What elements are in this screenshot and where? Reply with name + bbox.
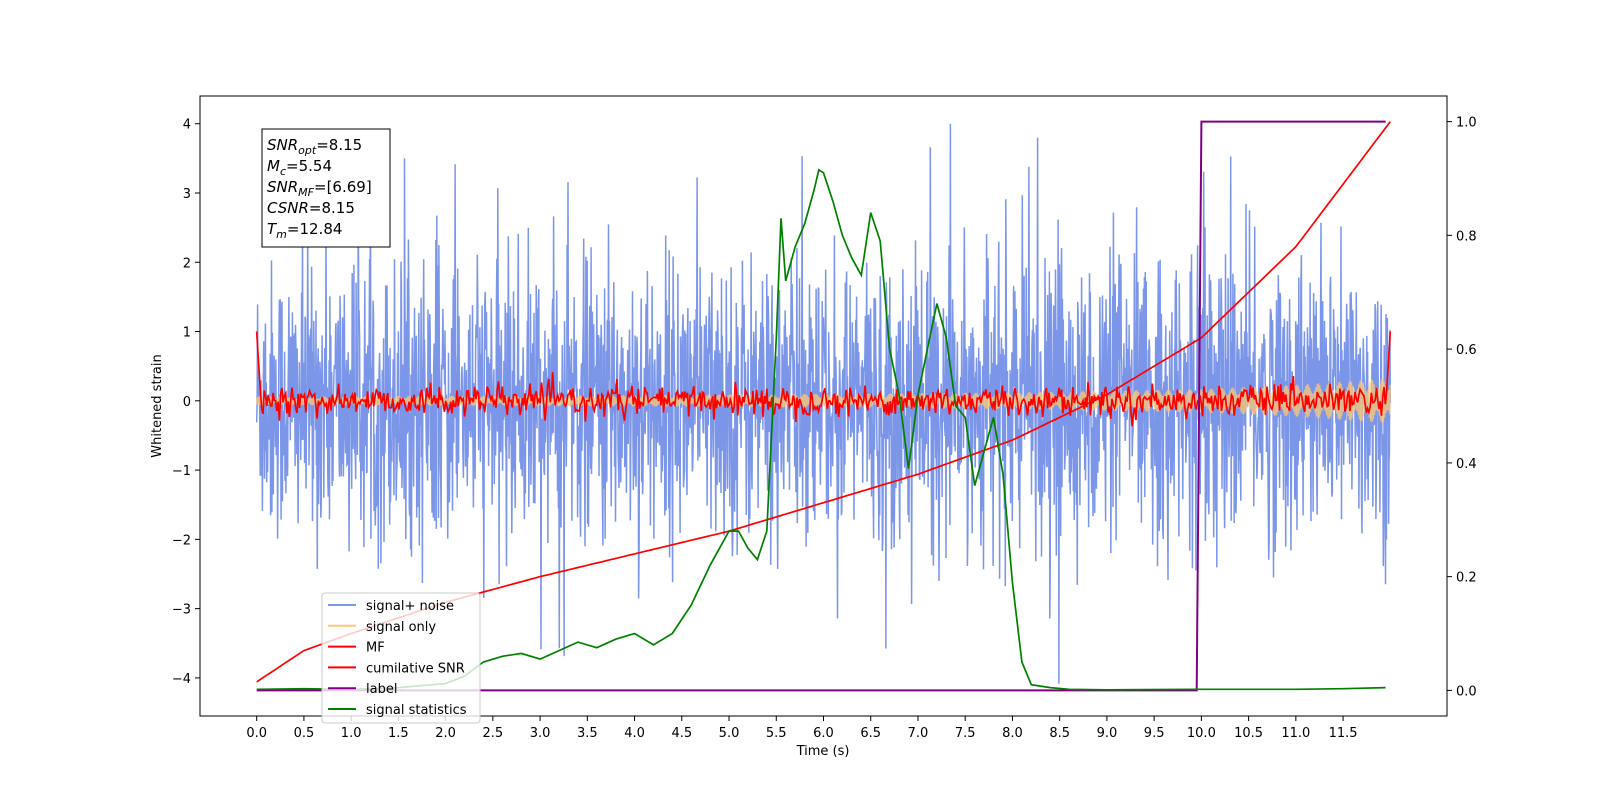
legend-item-signal-only: signal only — [328, 620, 436, 635]
legend-item-signal-statistics: signal statistics — [328, 703, 467, 718]
y-axis-right: 0.0 0.2 0.4 0.6 0.8 1.0 — [1447, 116, 1477, 699]
x-axis: 0.0 0.5 1.0 1.5 2.0 2.5 3.0 3.5 4.0 4.5 5.0 5.5 6.0 6… — [246, 716, 1358, 741]
y-tick-label: −2 — [172, 533, 191, 548]
x-tick-label: 7.0 — [908, 726, 929, 741]
x-tick-label: 11.5 — [1329, 726, 1358, 741]
y-tick-label: 3 — [183, 187, 191, 202]
legend-label: signal only — [366, 620, 436, 635]
x-tick-label: 2.5 — [483, 726, 504, 741]
legend-frame — [321, 592, 481, 724]
series-line-label — [256, 120, 1386, 692]
y-axis-label: Whitened strain — [150, 354, 165, 457]
y2-tick-label: 0.8 — [1456, 229, 1477, 244]
x-axis-label: Time (s) — [796, 744, 850, 759]
x-tick-label: 0.0 — [246, 726, 267, 741]
x-tick-label: 3.0 — [530, 726, 551, 741]
legend-item-label: label — [328, 682, 397, 697]
x-tick-label: 7.5 — [955, 726, 976, 741]
y-tick-label: 0 — [183, 395, 191, 410]
x-tick-label: 8.5 — [1049, 726, 1070, 741]
legend-item-mf: MF — [328, 641, 385, 656]
x-tick-label: 0.5 — [294, 726, 315, 741]
x-tick-label: 1.0 — [341, 726, 362, 741]
x-tick-label: 3.5 — [577, 726, 598, 741]
series-line-mf — [255, 331, 1392, 427]
y-axis-left: −4 −3 −2 −1 0 1 2 3 4 — [172, 118, 200, 687]
y-tick-label: 4 — [183, 118, 191, 133]
y-tick-label: −1 — [172, 464, 191, 479]
x-tick-label: 10.0 — [1187, 726, 1216, 741]
y-tick-label: −3 — [172, 603, 191, 618]
y-tick-label: −4 — [172, 672, 191, 687]
stats-line: SNRopt=8.15 — [267, 136, 362, 157]
y-tick-label: 1 — [183, 326, 191, 341]
x-tick-label: 6.5 — [860, 726, 881, 741]
legend-label: MF — [366, 641, 385, 656]
x-tick-label: 2.0 — [435, 726, 456, 741]
x-tick-label: 5.0 — [719, 726, 740, 741]
x-tick-label: 6.0 — [813, 726, 834, 741]
stats-box-frame — [261, 128, 391, 248]
legend-item-cumilative-snr: cumilative SNR — [328, 661, 465, 676]
legend: signal+ noise signal only MF cumilative SNR… — [321, 592, 481, 724]
y2-tick-label: 0.0 — [1456, 684, 1477, 699]
x-tick-label: 5.5 — [766, 726, 787, 741]
x-tick-label: 8.0 — [1002, 726, 1023, 741]
legend-item-signal-noise: signal+ noise — [328, 599, 454, 614]
y2-tick-label: 0.6 — [1456, 343, 1477, 358]
y2-tick-label: 0.2 — [1456, 571, 1477, 586]
x-tick-label: 9.0 — [1097, 726, 1118, 741]
x-tick-label: 10.5 — [1234, 726, 1263, 741]
stats-line: Tm=12.84 — [267, 220, 342, 241]
x-tick-label: 4.0 — [624, 726, 645, 741]
x-tick-label: 11.0 — [1281, 726, 1310, 741]
x-tick-label: 9.5 — [1144, 726, 1165, 741]
stats-line: CSNR=8.15 — [267, 199, 355, 217]
y2-tick-label: 1.0 — [1456, 116, 1477, 131]
x-tick-label: 1.5 — [388, 726, 409, 741]
legend-label: signal statistics — [366, 703, 467, 718]
legend-label: signal+ noise — [366, 599, 454, 614]
x-tick-label: 4.5 — [671, 726, 692, 741]
stats-line: SNRMF=[6.69] — [267, 178, 372, 199]
legend-label: label — [366, 682, 397, 697]
y-tick-label: 2 — [183, 256, 191, 271]
series-line-signal-statistics — [256, 168, 1386, 691]
legend-label: cumilative SNR — [366, 661, 465, 676]
y2-tick-label: 0.4 — [1456, 457, 1477, 472]
stats-line: Mc=5.54 — [267, 157, 332, 178]
